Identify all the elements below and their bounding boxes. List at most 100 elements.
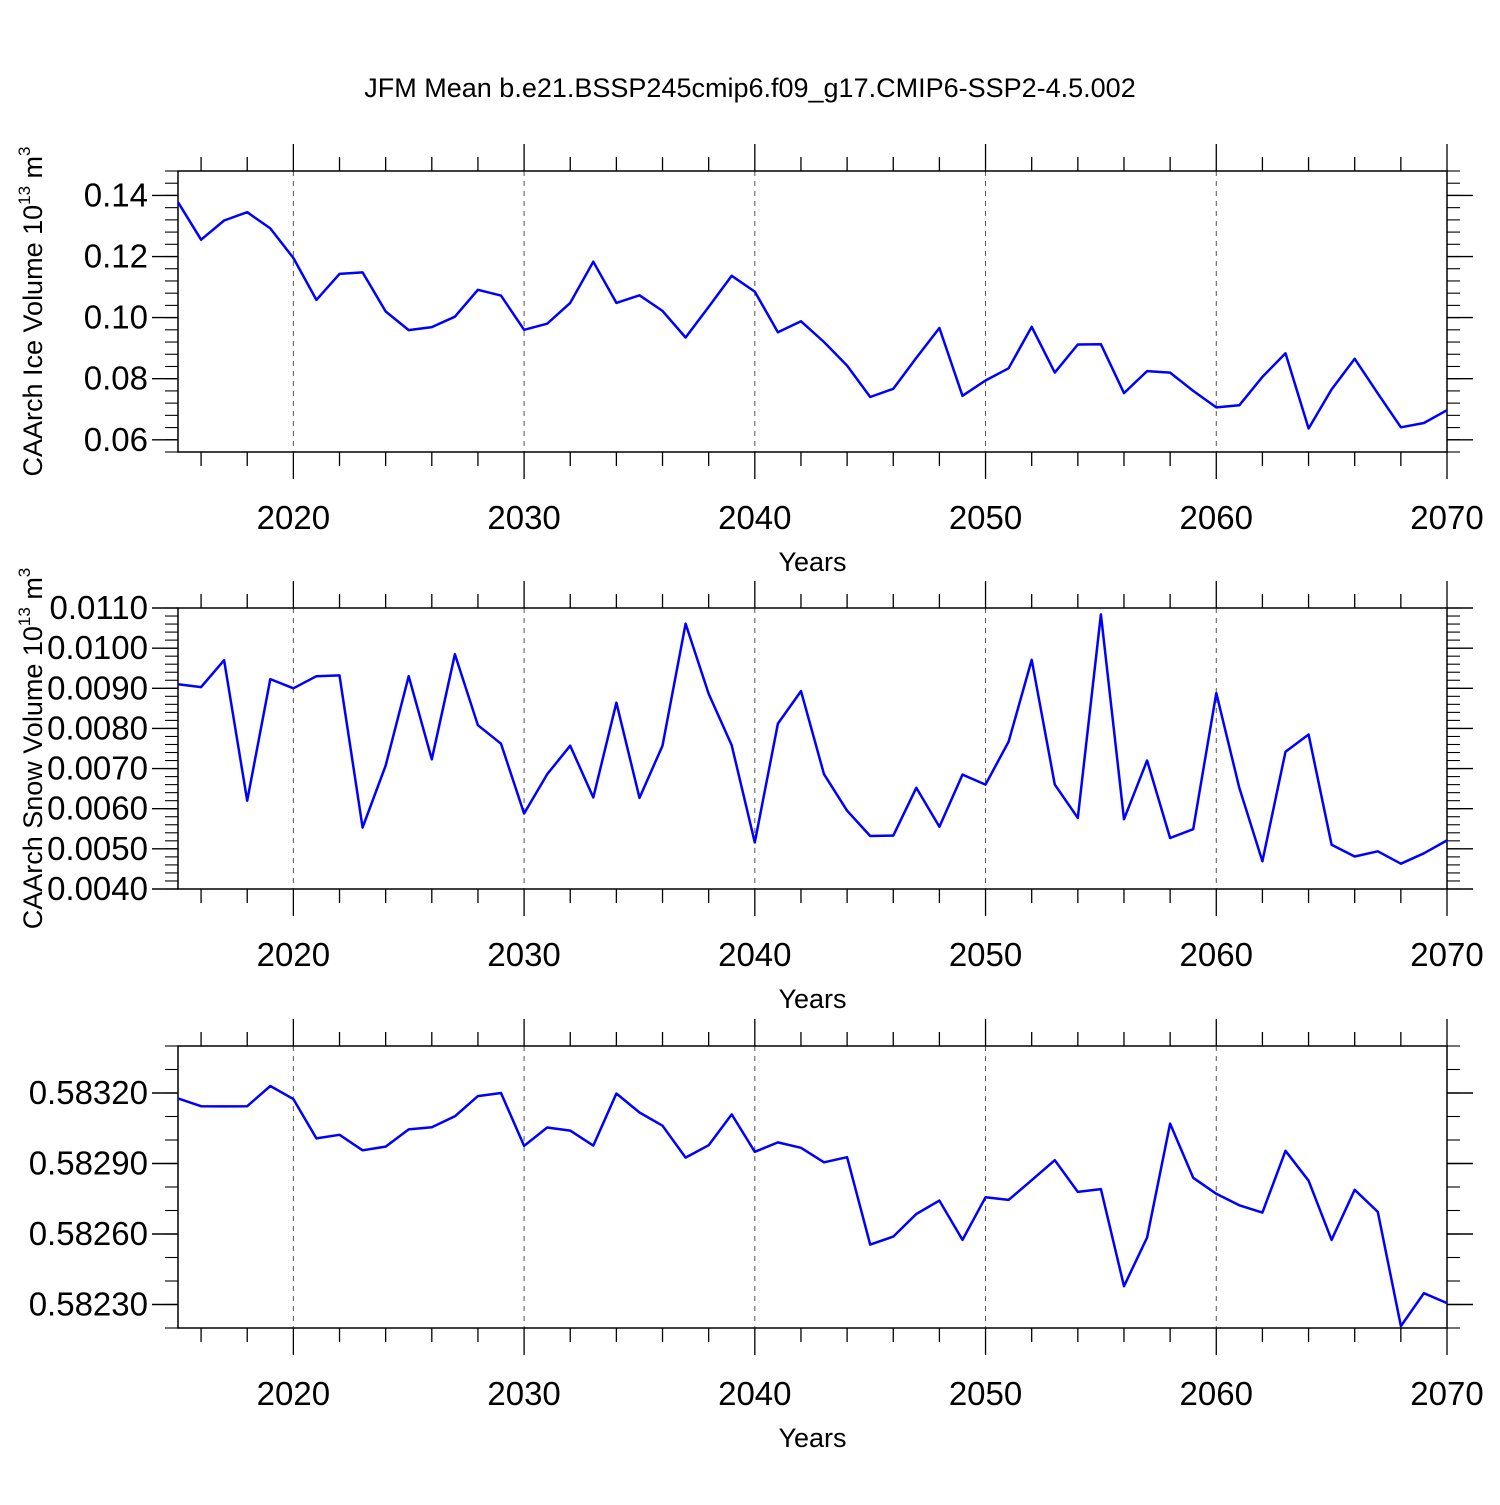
panel-3-plot-frame <box>177 1045 1448 1329</box>
panel-1-data-point <box>499 294 503 298</box>
panel-2-data-point <box>891 834 895 838</box>
panel-2-data-point <box>1307 733 1311 737</box>
panel-2-data-point <box>1076 816 1080 820</box>
panel-1-x-tick-label: 2030 <box>487 499 560 536</box>
panel-2-data-point <box>707 692 711 696</box>
panel-1-data-point <box>1030 325 1034 329</box>
panel-3-data-point <box>845 1155 849 1159</box>
panel-2-data-point <box>614 701 618 705</box>
panel-2-data-point <box>1353 855 1357 859</box>
panel-3-y-tick-labels: 0.58230 0.58260 0.58290 0.58320 <box>29 1074 148 1323</box>
panel-1-data-point <box>753 290 757 294</box>
panel-1-x-tick-label: 2040 <box>718 499 791 536</box>
panel-1-data-point <box>1399 425 1403 429</box>
panel-2-data-point <box>845 809 849 813</box>
panel-1-data-point <box>638 293 642 297</box>
panel-2-data-point <box>661 744 665 748</box>
panel-3-data-point <box>638 1111 642 1115</box>
panel-1-y-tick-label: 0.12 <box>84 238 148 275</box>
panel-3-data-point <box>937 1199 941 1203</box>
panel-2-data-point <box>545 772 549 776</box>
panel-2-data-point <box>338 673 342 677</box>
panel-1-data-point <box>476 288 480 292</box>
panel-2-data-point <box>522 812 526 816</box>
panel-1-data-point <box>1099 342 1103 346</box>
panel-1-y-tick-labels: 0.06 0.08 0.10 0.12 0.14 <box>84 176 148 457</box>
panel-2-data-point <box>937 825 941 829</box>
ylabel-1-exponent: 13 <box>15 186 34 205</box>
panel-3-data-point <box>1030 1178 1034 1182</box>
panel-3-y-tick-label: 0.58320 <box>29 1074 148 1111</box>
panel-2-y-tick-labels: 0.00400.00500.00600.00700.00800.00900.01… <box>47 589 148 907</box>
snow-volume-series-line <box>177 613 1448 865</box>
panel-1-data-point <box>684 336 688 340</box>
panel-1-y-tick-label: 0.14 <box>84 176 148 213</box>
panel-2-data-point <box>407 674 411 678</box>
panel-3-data-point <box>361 1148 365 1152</box>
panel-2-data-point <box>638 796 642 800</box>
panel-2-data-point <box>730 743 734 747</box>
panel-2-x-tick-label: 2070 <box>1410 936 1483 973</box>
panel-1-data-point <box>268 226 272 230</box>
panel-2-data-point <box>684 622 688 626</box>
panel-3-y-tick-label: 0.58290 <box>29 1145 148 1182</box>
panel-2-data-point <box>245 799 249 803</box>
panel-1-data-point <box>361 270 365 274</box>
panel-1-data-point <box>868 395 872 399</box>
panel-2-data-point <box>430 757 434 761</box>
panel-3-data-point <box>707 1143 711 1147</box>
panel-2-data-point <box>222 658 226 662</box>
panel-2-data-point <box>591 796 595 800</box>
panel-2-data-point <box>1053 783 1057 787</box>
panel-3-data-point <box>268 1084 272 1088</box>
panel-2-data-point <box>1445 838 1449 842</box>
panel-2-data-point <box>453 652 457 656</box>
panel-1-data-point <box>199 238 203 242</box>
panel-1-data-point <box>661 309 665 313</box>
panel-1-x-axis-label: Years <box>778 547 846 577</box>
ylabel-2-unit: m <box>18 577 48 607</box>
panel-3-data-point <box>730 1112 734 1116</box>
panel-2-y-tick-label: 0.0090 <box>47 669 148 706</box>
panel-1-x-tick-label: 2070 <box>1410 499 1483 536</box>
panel-3-data-point <box>453 1114 457 1118</box>
panel-2-x-tick-label: 2060 <box>1180 936 1253 973</box>
panel-1-data-point <box>937 326 941 330</box>
panel-3-data-point <box>476 1094 480 1098</box>
figure-title: JFM Mean b.e21.BSSP245cmip6.f09_g17.CMIP… <box>364 73 1135 103</box>
panel-3-data-point <box>1099 1187 1103 1191</box>
panel-1-data-point <box>222 219 226 223</box>
panel-1-data-point <box>776 330 780 334</box>
panel-3-data-point <box>753 1150 757 1154</box>
panel-2-y-tick-label: 0.0110 <box>50 589 148 626</box>
panel-2-data-point <box>476 723 480 727</box>
panel-3-data-point <box>176 1096 180 1100</box>
panel-2-data-point <box>914 786 918 790</box>
panel-2-data-point <box>1330 843 1334 847</box>
panel-3-data-point <box>430 1125 434 1129</box>
panel-3-data-point <box>1237 1203 1241 1207</box>
panel-2-data-point <box>822 772 826 776</box>
panel-3-data-point <box>1445 1301 1449 1305</box>
panel-3-x-tick-label: 2040 <box>718 1375 791 1412</box>
panel-3-data-point <box>1422 1291 1426 1295</box>
panel-1-data-point <box>1214 405 1218 409</box>
panel-1-plot-frame <box>177 170 1448 453</box>
panel-2-data-point <box>868 834 872 838</box>
ylabel-2-main: CAArch Snow Volume 10 <box>18 626 48 929</box>
panel-3-y-tick-label: 0.58260 <box>29 1215 148 1252</box>
panel-3-data-point <box>522 1144 526 1148</box>
panel-1-data-point <box>1191 389 1195 393</box>
panel-3-data-point <box>407 1127 411 1131</box>
panel-2-data-point <box>361 826 365 830</box>
panel-1-data-point <box>1168 371 1172 375</box>
panel-1-y-axis-label: CAArch Ice Volume 1013 m3 <box>15 146 48 476</box>
panel-3-ticks <box>152 1019 1473 1355</box>
panel-3-data-point <box>314 1136 318 1140</box>
panel-2-plot-frame <box>177 607 1448 890</box>
panel-2-data-point <box>1122 817 1126 821</box>
panel-3-x-tick-label: 2060 <box>1180 1375 1253 1412</box>
panel-2-x-tick-label: 2050 <box>949 936 1022 973</box>
panel-2-x-tick-label: 2040 <box>718 936 791 973</box>
panel-1-data-point <box>430 325 434 329</box>
